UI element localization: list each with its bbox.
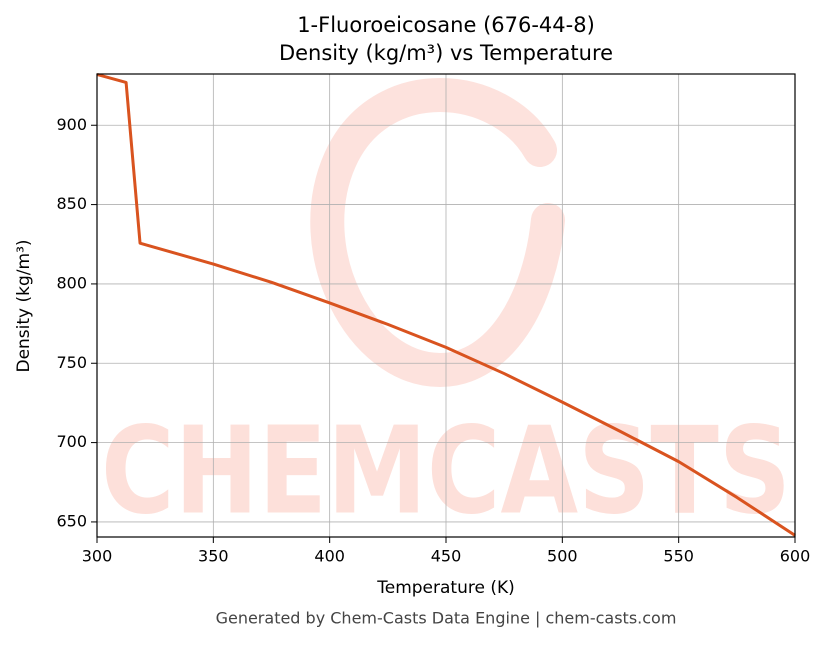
data-line [96,73,796,537]
x-axis-label: Temperature (K) [376,578,515,598]
y-tick-label: 700 [56,432,87,451]
plot-area: 300 350 400 450 500 550 600 650 700 750 800 850 900 [56,73,811,566]
x-tick-label: 350 [198,547,229,566]
watermark-logo [310,78,565,388]
y-tick-label: 800 [56,273,87,292]
x-tick-label: 400 [314,547,345,566]
y-tick-label: 900 [56,115,87,134]
y-tick-label: 650 [56,511,87,530]
x-tick-label: 450 [431,547,462,566]
chart-title: 1-Fluoroeicosane (676-44-8) [297,13,595,37]
x-tick-label: 550 [663,547,694,566]
y-tick-label: 750 [56,353,87,372]
x-tick-label: 500 [547,547,578,566]
y-axis-label: Density (kg/m³) [14,239,34,372]
footer: Generated by Chem-Casts Data Engine | ch… [216,609,677,628]
y-tick-label: 850 [56,194,87,213]
x-tick-label: 300 [82,547,113,566]
x-tick-label: 600 [780,547,811,566]
logo-arc [310,78,565,388]
chart-subtitle: Density (kg/m³) vs Temperature [279,41,613,65]
plot-frame [96,73,796,538]
